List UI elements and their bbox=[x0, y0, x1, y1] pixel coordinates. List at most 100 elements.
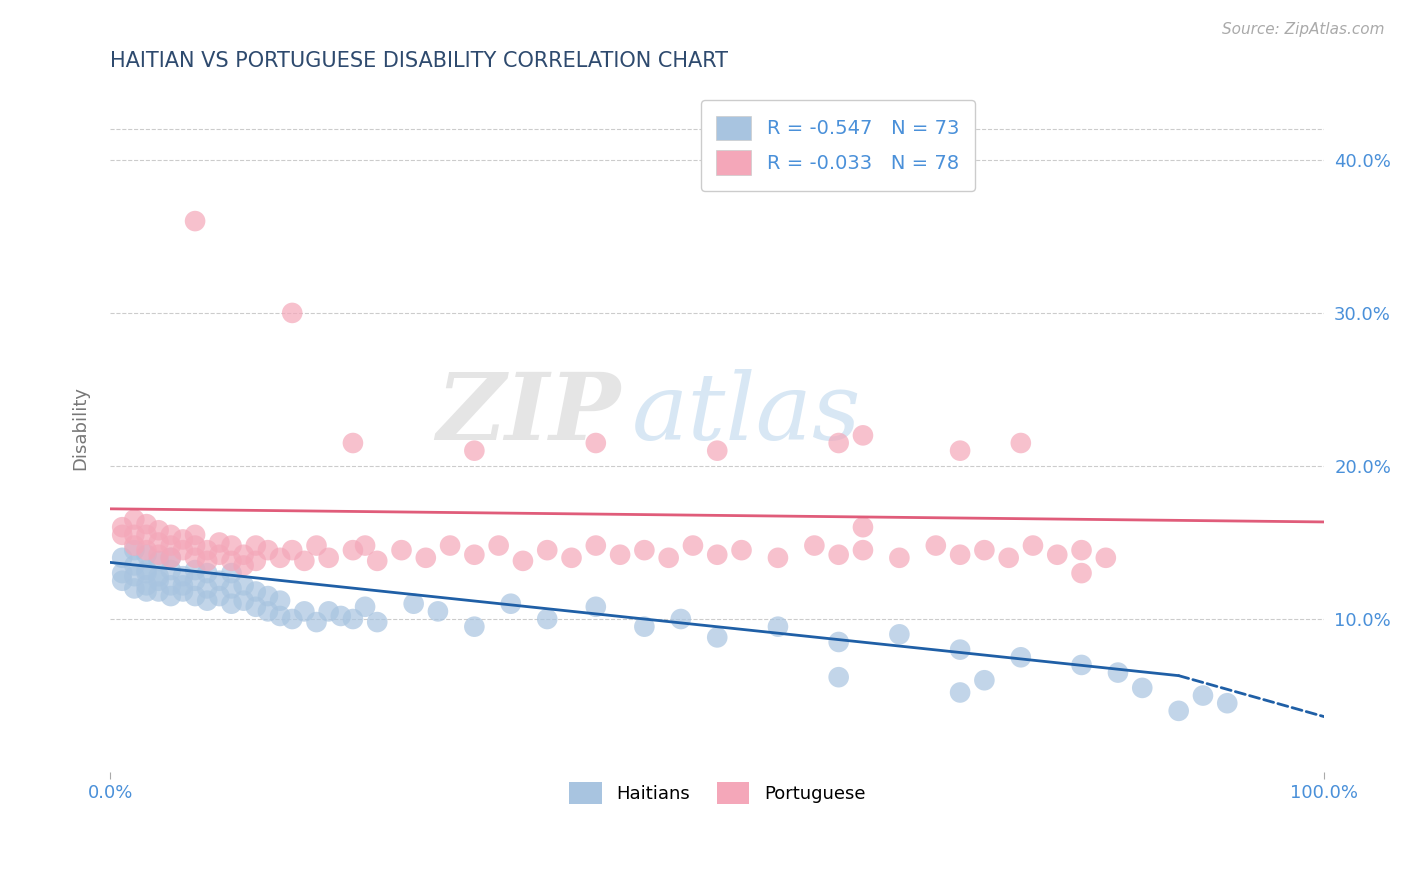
Point bbox=[426, 604, 449, 618]
Point bbox=[184, 574, 207, 588]
Point bbox=[415, 550, 437, 565]
Point bbox=[159, 578, 181, 592]
Point bbox=[184, 214, 207, 228]
Point bbox=[803, 539, 825, 553]
Point bbox=[184, 539, 207, 553]
Point bbox=[281, 543, 304, 558]
Point bbox=[148, 569, 170, 583]
Point bbox=[1070, 657, 1092, 672]
Point bbox=[208, 574, 231, 588]
Point bbox=[706, 443, 728, 458]
Text: HAITIAN VS PORTUGUESE DISABILITY CORRELATION CHART: HAITIAN VS PORTUGUESE DISABILITY CORRELA… bbox=[110, 51, 728, 70]
Point bbox=[269, 593, 291, 607]
Point bbox=[221, 597, 243, 611]
Point bbox=[1046, 548, 1069, 562]
Point bbox=[1107, 665, 1129, 680]
Point bbox=[208, 589, 231, 603]
Text: Source: ZipAtlas.com: Source: ZipAtlas.com bbox=[1222, 22, 1385, 37]
Point bbox=[560, 550, 582, 565]
Point bbox=[135, 578, 157, 592]
Point bbox=[135, 548, 157, 562]
Point bbox=[366, 554, 388, 568]
Point bbox=[1167, 704, 1189, 718]
Point bbox=[585, 539, 607, 553]
Point bbox=[257, 589, 280, 603]
Point bbox=[232, 558, 254, 573]
Point bbox=[159, 539, 181, 553]
Point bbox=[1070, 543, 1092, 558]
Point bbox=[124, 528, 146, 542]
Point bbox=[730, 543, 752, 558]
Point bbox=[208, 548, 231, 562]
Point bbox=[342, 612, 364, 626]
Point bbox=[585, 436, 607, 450]
Point bbox=[245, 599, 267, 614]
Point bbox=[221, 554, 243, 568]
Point bbox=[195, 593, 218, 607]
Point bbox=[512, 554, 534, 568]
Point bbox=[827, 548, 849, 562]
Point bbox=[949, 642, 972, 657]
Point bbox=[232, 593, 254, 607]
Point bbox=[195, 554, 218, 568]
Point bbox=[827, 670, 849, 684]
Point bbox=[827, 436, 849, 450]
Point bbox=[221, 539, 243, 553]
Point bbox=[269, 550, 291, 565]
Point bbox=[111, 550, 134, 565]
Point bbox=[208, 535, 231, 549]
Point bbox=[135, 584, 157, 599]
Text: atlas: atlas bbox=[633, 369, 862, 459]
Point bbox=[135, 517, 157, 532]
Point bbox=[609, 548, 631, 562]
Point bbox=[706, 548, 728, 562]
Point bbox=[257, 543, 280, 558]
Point bbox=[329, 609, 352, 624]
Point bbox=[195, 566, 218, 580]
Point bbox=[232, 548, 254, 562]
Point bbox=[184, 550, 207, 565]
Point bbox=[354, 599, 377, 614]
Point bbox=[172, 543, 194, 558]
Point bbox=[148, 584, 170, 599]
Point bbox=[111, 520, 134, 534]
Point bbox=[633, 543, 655, 558]
Point bbox=[232, 578, 254, 592]
Point bbox=[973, 543, 995, 558]
Point bbox=[633, 620, 655, 634]
Point bbox=[852, 543, 875, 558]
Point bbox=[536, 543, 558, 558]
Point bbox=[111, 566, 134, 580]
Point bbox=[852, 520, 875, 534]
Point bbox=[499, 597, 522, 611]
Point bbox=[124, 512, 146, 526]
Point bbox=[124, 558, 146, 573]
Point bbox=[184, 528, 207, 542]
Point bbox=[658, 550, 681, 565]
Point bbox=[124, 582, 146, 596]
Point bbox=[318, 550, 340, 565]
Point bbox=[148, 554, 170, 568]
Point bbox=[124, 543, 146, 558]
Point bbox=[669, 612, 692, 626]
Point bbox=[852, 428, 875, 442]
Point bbox=[318, 604, 340, 618]
Point bbox=[1070, 566, 1092, 580]
Point bbox=[245, 584, 267, 599]
Point bbox=[463, 620, 485, 634]
Point bbox=[148, 548, 170, 562]
Point bbox=[342, 436, 364, 450]
Point bbox=[159, 563, 181, 577]
Point bbox=[585, 599, 607, 614]
Point bbox=[159, 528, 181, 542]
Point bbox=[111, 574, 134, 588]
Point bbox=[159, 550, 181, 565]
Point bbox=[925, 539, 948, 553]
Point bbox=[245, 539, 267, 553]
Point bbox=[111, 528, 134, 542]
Point bbox=[148, 535, 170, 549]
Point bbox=[245, 554, 267, 568]
Point bbox=[292, 604, 315, 618]
Point bbox=[1192, 689, 1215, 703]
Point bbox=[1010, 436, 1032, 450]
